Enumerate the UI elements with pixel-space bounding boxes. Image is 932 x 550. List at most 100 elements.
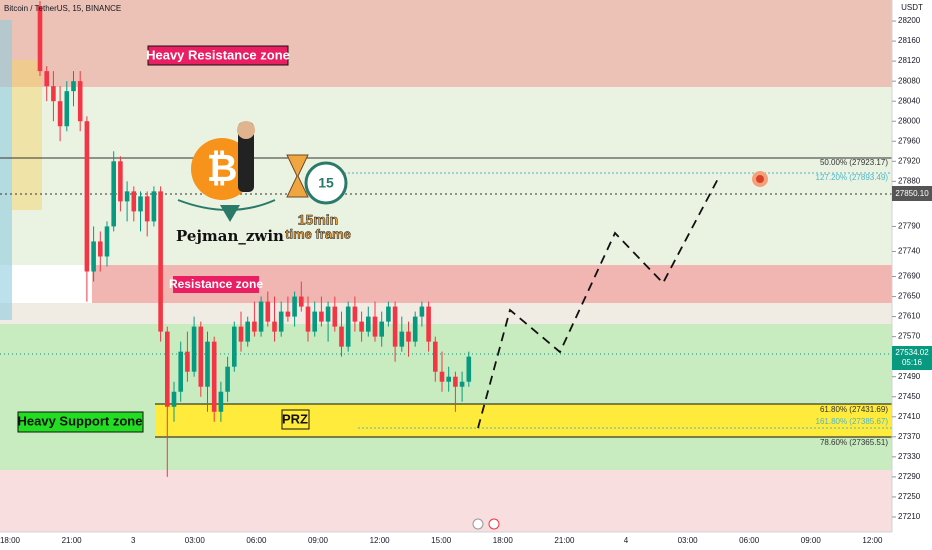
timeframe: 15min xyxy=(298,212,338,228)
candle-body xyxy=(406,331,411,342)
y-tick-label: 27740 xyxy=(898,247,921,256)
candle-body xyxy=(386,306,391,322)
candle-body xyxy=(185,351,190,372)
candle-body xyxy=(265,301,271,322)
fib-label: 61.80% (27431.69) xyxy=(820,405,888,414)
candle-body xyxy=(339,326,344,347)
candle-body xyxy=(292,296,297,317)
candle-body xyxy=(433,341,438,372)
x-tick-label: 12:00 xyxy=(862,536,883,545)
target-marker xyxy=(756,175,764,183)
heavy-support-zone xyxy=(0,324,892,470)
candle-body xyxy=(124,191,130,202)
x-tick-label: 03:00 xyxy=(678,536,699,545)
candle-body xyxy=(232,326,237,367)
fib-label: 161.80% (27385.67) xyxy=(816,417,889,426)
candle-body xyxy=(459,381,465,387)
candle-body xyxy=(332,306,338,327)
y-tick-label: 28040 xyxy=(898,96,921,105)
candle-body xyxy=(84,121,90,272)
x-tick-label: 09:00 xyxy=(308,536,329,545)
x-tick-label: 18:00 xyxy=(0,536,21,545)
timeframe-sub: time frame xyxy=(285,226,351,241)
x-tick-label: 06:00 xyxy=(739,536,760,545)
bitcoin-logo xyxy=(191,138,253,200)
candle-body xyxy=(118,161,123,202)
candle-body xyxy=(44,71,49,87)
x-tick-label: 21:00 xyxy=(62,536,83,545)
neutral-zone xyxy=(0,87,892,265)
y-tick-label: 27570 xyxy=(898,332,921,341)
label-box xyxy=(147,45,289,66)
price-tag-label: 27534.02 xyxy=(895,348,929,357)
header: Bitcoin / TetherUS, 15, BINANCE xyxy=(4,4,121,13)
zone-label: Resistance zone xyxy=(169,277,263,291)
x-tick-label: 12:00 xyxy=(370,536,391,545)
zone-label: Heavy Resistance zone xyxy=(146,47,290,62)
candle-body xyxy=(359,321,364,332)
candle-body xyxy=(399,331,405,347)
candle-body xyxy=(151,191,157,222)
candle-body xyxy=(258,301,264,332)
clock-label: 15 xyxy=(318,175,334,191)
candle-body xyxy=(225,366,230,392)
price-tag xyxy=(892,186,932,201)
y-tick-label: 27690 xyxy=(898,272,921,281)
candle-body xyxy=(305,306,311,332)
y-tick-label: 27330 xyxy=(898,452,921,461)
candle-body xyxy=(198,326,204,387)
zone-label: Heavy Support zone xyxy=(18,413,143,428)
heavy-resistance-zone xyxy=(0,0,892,87)
y-tick-label: 28080 xyxy=(898,76,921,85)
clock xyxy=(304,161,348,205)
y-tick-label: 28160 xyxy=(898,36,921,45)
candle-body xyxy=(245,321,250,342)
x-tick-label: 18:00 xyxy=(493,536,514,545)
candle-body xyxy=(238,326,244,342)
avatar xyxy=(238,122,254,192)
candle-body xyxy=(278,311,284,332)
candle-body xyxy=(144,196,150,222)
candle-body xyxy=(178,351,183,392)
countdown: 05:16 xyxy=(902,358,923,367)
label-box xyxy=(173,276,259,293)
x-tick-label: 09:00 xyxy=(801,536,822,545)
candle-body xyxy=(319,311,324,322)
fib-label: 50.00% (27923.17) xyxy=(820,158,888,167)
volume-profile xyxy=(0,20,12,320)
candle-body xyxy=(104,226,110,257)
neutral-zone xyxy=(0,303,892,324)
icon xyxy=(488,518,500,530)
currency: USDT xyxy=(901,3,923,12)
candles xyxy=(37,1,472,477)
candle-body xyxy=(299,296,304,307)
x-tick-label: 4 xyxy=(624,536,629,545)
icon xyxy=(472,518,484,530)
x-tick-label: 15:00 xyxy=(431,536,452,545)
y-tick-label: 27880 xyxy=(898,176,921,185)
candle-body xyxy=(312,311,317,332)
lower-zone xyxy=(0,470,892,532)
candle-body xyxy=(165,331,170,407)
volume-profile xyxy=(12,60,42,210)
y-tick-label: 27650 xyxy=(898,292,921,301)
candle-body xyxy=(98,241,103,257)
y-tick-label: 27490 xyxy=(898,372,921,381)
swoosh xyxy=(220,205,240,222)
candle-body xyxy=(131,191,137,212)
time-axis xyxy=(0,532,892,550)
y-tick-label: 28120 xyxy=(898,56,921,65)
candle-body xyxy=(111,161,116,227)
candle-body xyxy=(158,191,163,332)
label-box xyxy=(281,409,310,430)
zone-label: PRZ xyxy=(282,411,308,426)
y-tick-label: 27290 xyxy=(898,472,921,481)
candle-body xyxy=(285,311,291,317)
candle-body xyxy=(419,306,425,317)
candle-body xyxy=(412,316,418,342)
y-tick-label: 27410 xyxy=(898,412,921,421)
candle-body xyxy=(91,241,96,272)
x-tick-label: 06:00 xyxy=(246,536,267,545)
candle-body xyxy=(426,306,431,342)
